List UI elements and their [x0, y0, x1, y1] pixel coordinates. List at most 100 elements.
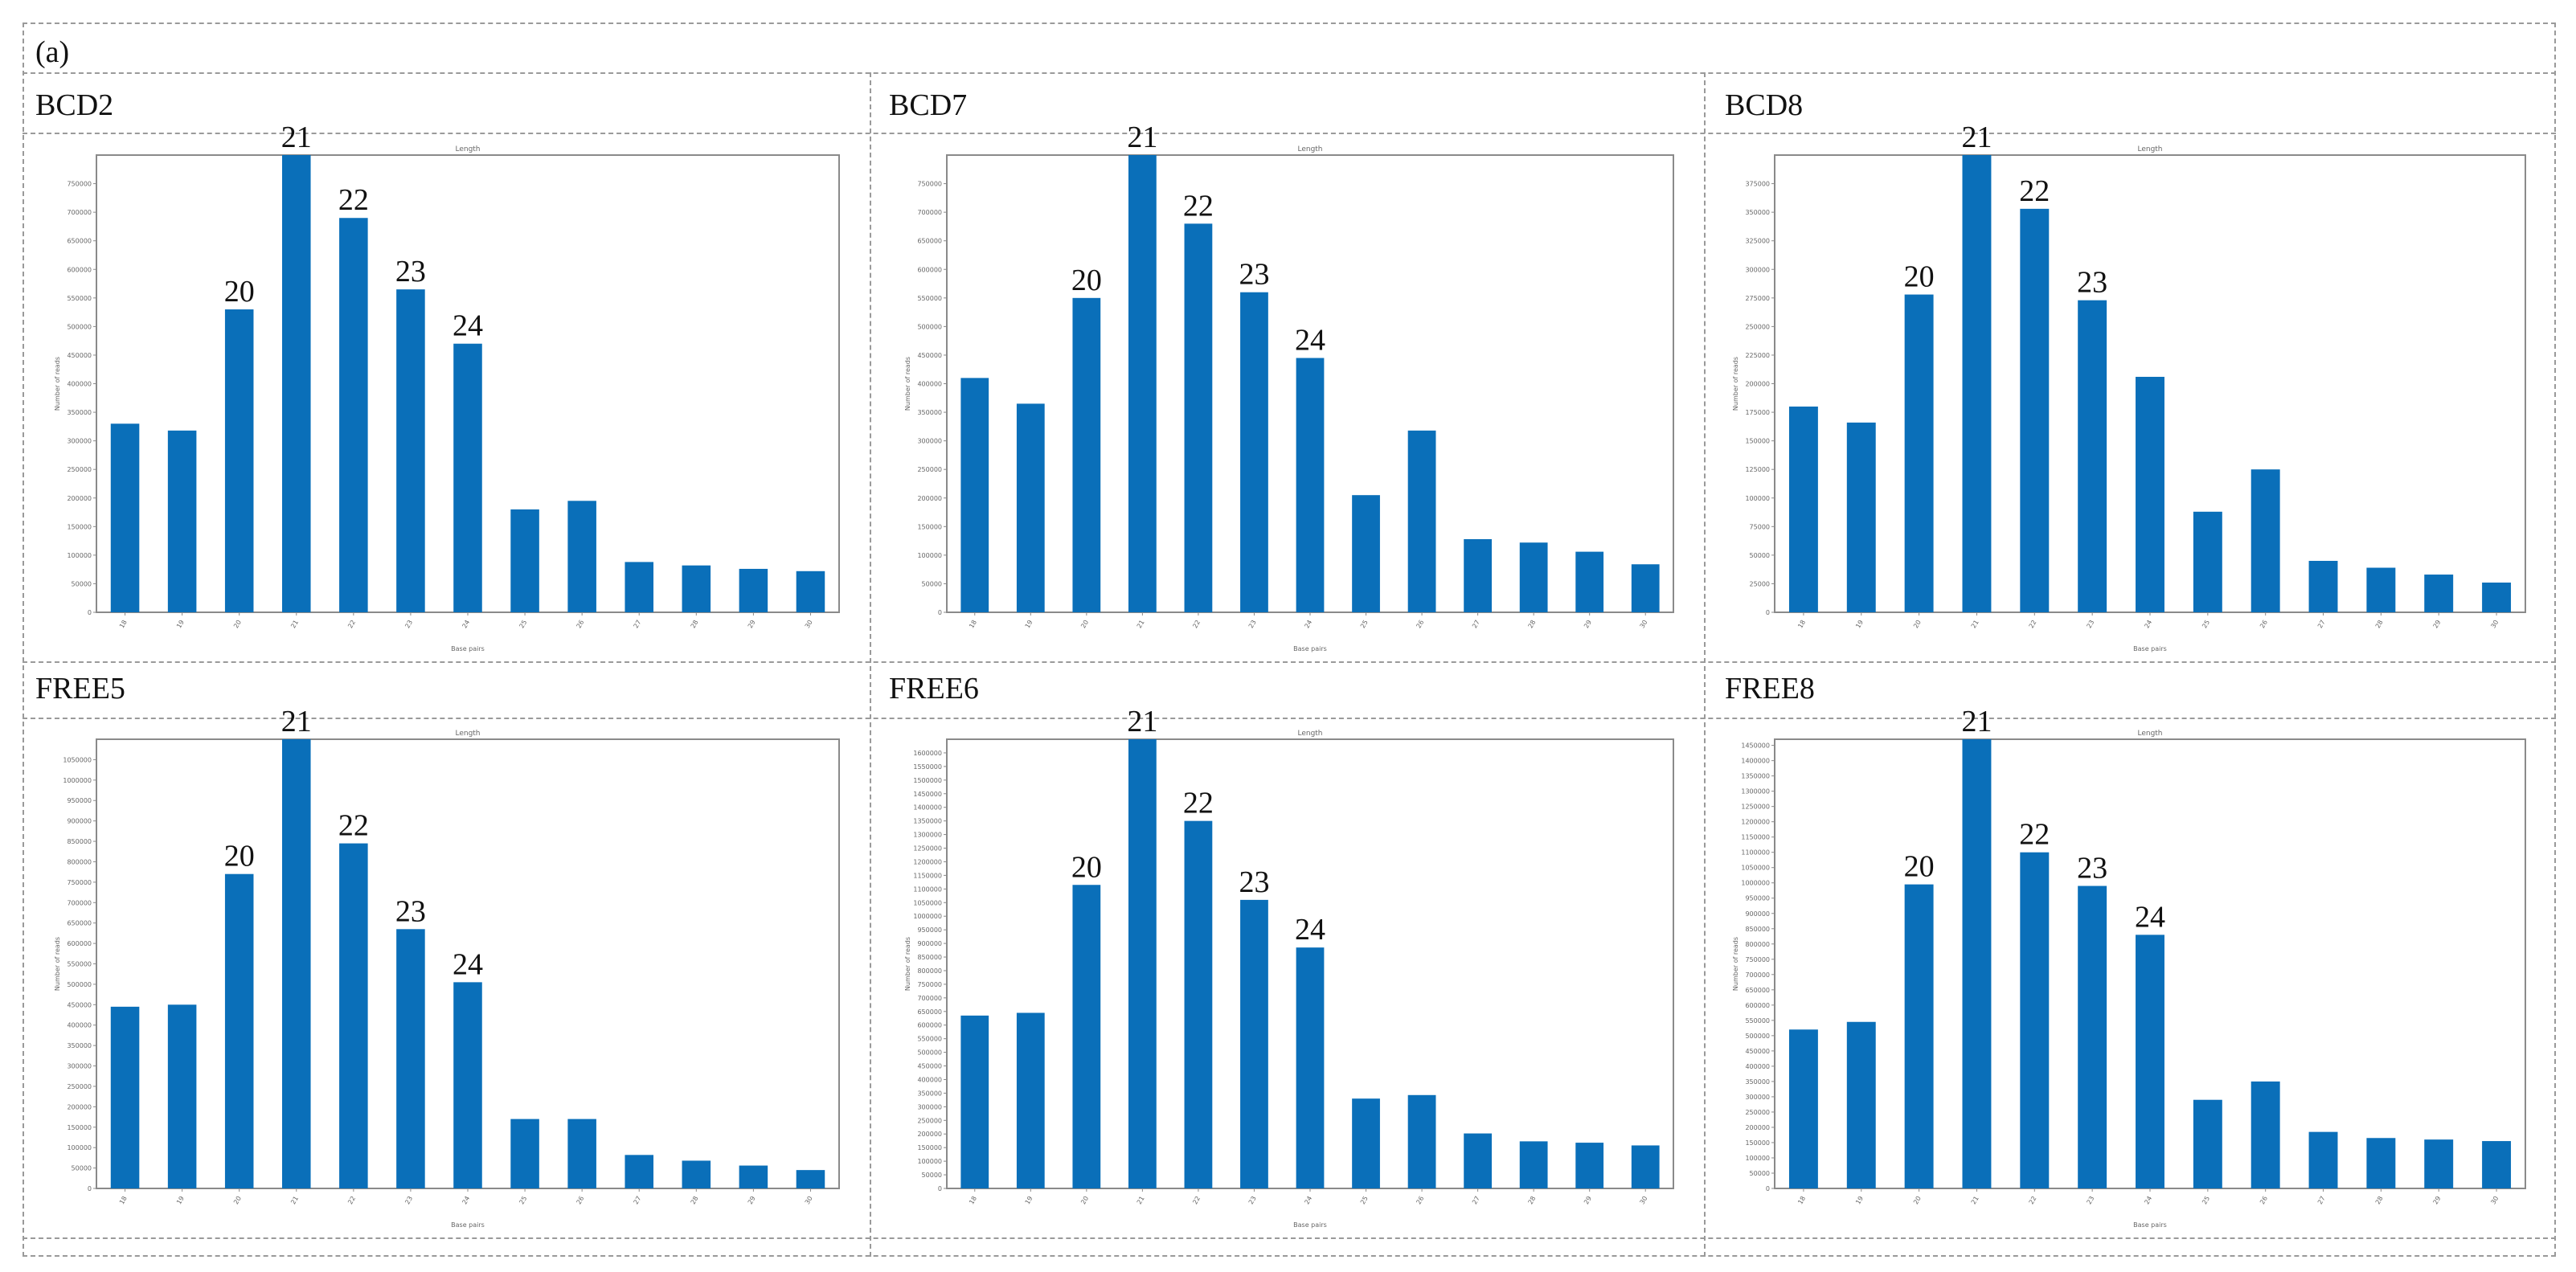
bar-27	[2308, 560, 2338, 612]
x-tick-label: 25	[518, 619, 528, 629]
y-tick-label: 700000	[67, 209, 92, 216]
bar-19	[167, 430, 197, 612]
chart-inner-title: Length	[455, 730, 480, 738]
bar-30	[2482, 583, 2512, 612]
x-axis-label: Base pairs	[1293, 1221, 1327, 1229]
y-tick-label: 750000	[917, 181, 942, 188]
bar-data-label: 23	[395, 255, 426, 288]
x-tick-label: 26	[575, 619, 586, 629]
bar-28	[682, 1160, 711, 1188]
chart-bcd7: Length Number of reads Base pairs 0 50000 100…	[904, 121, 1674, 652]
bar-data-label: 22	[2019, 818, 2050, 852]
bar-29	[739, 1165, 768, 1188]
x-tick-label: 26	[575, 1195, 586, 1205]
row1-label-divider	[23, 133, 2556, 134]
bar-22	[339, 218, 368, 612]
x-axis-label: Base pairs	[2133, 645, 2167, 652]
y-tick-label: 900000	[1745, 910, 1770, 918]
bar-20	[1904, 884, 1934, 1188]
bar-27	[1464, 1133, 1492, 1188]
bar-data-label: 23	[2077, 852, 2107, 885]
x-tick-label: 28	[690, 619, 700, 629]
bar-data-label: 20	[1071, 850, 1102, 884]
y-tick-label: 150000	[1745, 1139, 1770, 1147]
bar-data-label: 21	[1961, 121, 1992, 154]
bar-19	[1846, 422, 1876, 612]
bar-30	[796, 1170, 825, 1188]
y-axis-label: Number of reads	[1732, 357, 1739, 411]
x-tick-label: 21	[289, 1195, 300, 1205]
bar-21	[1128, 739, 1157, 1188]
y-tick-label: 700000	[67, 899, 92, 906]
x-tick-label: 24	[2143, 1195, 2153, 1205]
chart-free8: Length Number of reads Base pairs 0 50000 100…	[1732, 705, 2526, 1229]
bar-data-label: 23	[1239, 258, 1269, 292]
x-tick-label: 26	[2259, 1195, 2269, 1205]
y-tick-label: 300000	[67, 438, 92, 445]
y-tick-label: 550000	[917, 1036, 942, 1043]
x-tick-label: 20	[1079, 1195, 1090, 1205]
panel-label-free5: FREE5	[35, 672, 125, 706]
y-tick-label: 650000	[67, 238, 92, 245]
y-tick-label: 900000	[917, 940, 942, 947]
bar-22	[339, 843, 368, 1188]
y-tick-label: 100000	[1745, 495, 1770, 502]
header-divider	[23, 72, 2556, 74]
y-tick-label: 400000	[67, 1022, 92, 1029]
y-tick-label: 150000	[917, 523, 942, 530]
y-tick-label: 0	[1766, 609, 1770, 616]
bar-19	[1846, 1021, 1876, 1188]
bar-21	[1962, 155, 1992, 612]
y-tick-label: 1100000	[1741, 849, 1770, 857]
x-tick-label: 27	[2316, 619, 2327, 629]
y-tick-label: 400000	[67, 381, 92, 388]
y-tick-label: 250000	[917, 1117, 942, 1124]
y-tick-label: 1050000	[63, 756, 92, 763]
y-tick-label: 300000	[1745, 1094, 1770, 1101]
bar-data-label: 20	[224, 275, 255, 309]
bar-19	[1016, 403, 1045, 612]
chart-free6: Length Number of reads Base pairs 0 50000 100…	[904, 705, 1674, 1229]
bottom-divider	[23, 1237, 2556, 1239]
y-tick-label: 350000	[1745, 1078, 1770, 1086]
y-tick-label: 1000000	[63, 777, 92, 784]
x-tick-label: 30	[1639, 619, 1649, 629]
bar-18	[960, 378, 989, 612]
bar-data-label: 23	[1239, 865, 1269, 899]
x-tick-label: 22	[1191, 619, 1202, 629]
y-axis-label: Number of reads	[54, 937, 61, 991]
y-tick-label: 950000	[67, 797, 92, 804]
bar-28	[1519, 542, 1548, 612]
y-tick-label: 350000	[917, 409, 942, 416]
y-tick-label: 1100000	[913, 885, 942, 893]
y-tick-label: 100000	[917, 552, 942, 559]
x-tick-label: 22	[346, 1195, 357, 1205]
y-axis-label: Number of reads	[904, 357, 911, 411]
y-tick-label: 100000	[1745, 1155, 1770, 1162]
bar-20	[224, 873, 254, 1188]
bar-21	[282, 155, 311, 612]
y-tick-label: 250000	[1745, 323, 1770, 330]
y-tick-label: 450000	[67, 352, 92, 359]
y-tick-label: 500000	[917, 323, 942, 330]
y-tick-label: 650000	[917, 1008, 942, 1016]
y-tick-label: 50000	[1750, 552, 1770, 559]
x-tick-label: 25	[518, 1195, 528, 1205]
y-tick-label: 75000	[1750, 523, 1770, 530]
bar-data-label: 24	[453, 309, 483, 343]
bar-26	[1407, 1094, 1436, 1188]
y-tick-label: 450000	[1745, 1048, 1770, 1055]
bar-data-label: 20	[1904, 260, 1935, 294]
bar-data-label: 24	[2135, 900, 2165, 934]
y-tick-label: 950000	[917, 926, 942, 934]
bar-20	[1072, 885, 1101, 1188]
x-tick-label: 25	[1359, 1195, 1370, 1205]
y-tick-label: 1300000	[1741, 788, 1770, 796]
row-divider	[23, 661, 2556, 663]
y-tick-label: 1050000	[913, 899, 942, 906]
y-tick-label: 500000	[67, 323, 92, 330]
y-tick-label: 200000	[917, 495, 942, 502]
x-tick-label: 29	[747, 619, 757, 629]
y-tick-label: 1500000	[913, 777, 942, 784]
panel-label-free8: FREE8	[1725, 672, 1815, 706]
